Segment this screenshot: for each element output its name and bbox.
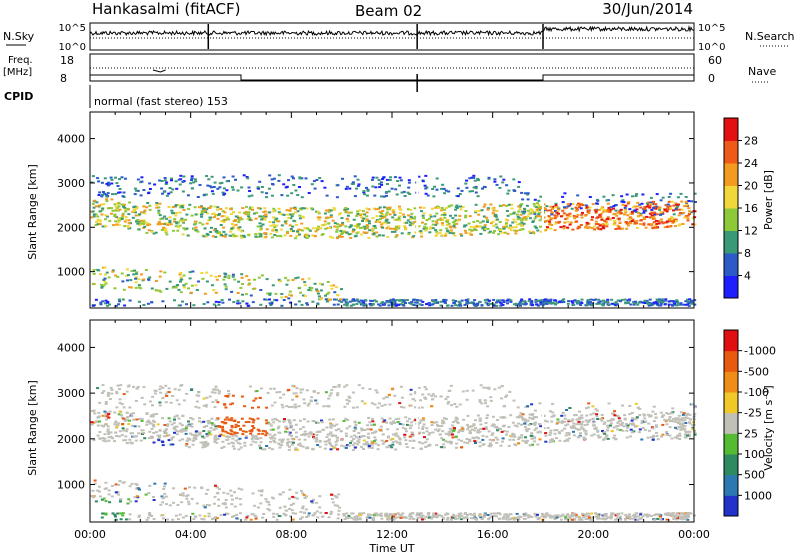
colorbar-segment: [724, 275, 738, 299]
colorbar-segment: [724, 163, 738, 186]
beam-title: Beam 02: [355, 2, 422, 20]
station-title: Hankasalmi (fitACF): [92, 0, 240, 18]
colorbar-frame: [723, 329, 739, 517]
velocity-colorbar-label: Velocity [m s⁻¹]: [762, 385, 775, 470]
nsky-tick-bottom: 10^0: [59, 42, 86, 53]
colorbar-segment: [724, 474, 738, 496]
nsky-tick-top: 10^5: [59, 23, 86, 34]
colorbar-tick-label: 4: [744, 270, 751, 283]
colorbar-tick-label: -1000: [744, 345, 776, 358]
colorbar-tick-label: -25: [744, 407, 762, 420]
velocity-panel: 1000 2000 3000 4000 00:00 04:00 08:00 12:00 16:0…: [57, 319, 710, 541]
colorbar-segment: [724, 412, 738, 434]
nave-label: Nave: [748, 65, 776, 78]
colorbar-tick-label: 1000: [744, 489, 772, 502]
cpid-label: CPID: [4, 90, 33, 103]
y-tick-label: 3000: [57, 387, 85, 400]
colorbar-tick-label: 16: [744, 202, 758, 215]
colorbar-segment: [724, 140, 738, 164]
nave-tick-bottom: 0: [708, 72, 715, 85]
colorbar-tick-label: 12: [744, 225, 758, 238]
nsearch-tick-bottom: 10^0: [698, 42, 725, 53]
x-tick-label: 12:00: [376, 528, 408, 541]
x-tick-label: 08:00: [275, 528, 307, 541]
scatter-cells: [90, 172, 697, 307]
colorbar-segment: [724, 350, 738, 372]
x-tick-label: 00:00: [678, 528, 710, 541]
colorbar-tick-label: 28: [744, 135, 758, 148]
colorbar-tick-label: 25: [744, 427, 758, 440]
colorbar-segment: [724, 253, 738, 276]
colorbar-segment: [724, 454, 738, 476]
date-title: 30/Jun/2014: [602, 0, 693, 18]
y-tick-label: 4000: [57, 133, 85, 146]
nsky-trace: [89, 24, 695, 49]
power-panel: 1000 2000 3000 4000: [57, 111, 697, 309]
colorbar-tick-label: -500: [744, 365, 769, 378]
freq-unit-label: [MHz]: [3, 67, 32, 78]
freq-tick-top: 18: [60, 54, 74, 67]
power-colorbar: 4 8 12 16 20 24 28: [723, 117, 758, 299]
x-tick-label: 16:00: [477, 528, 509, 541]
power-ylabel: Slant Range [km]: [26, 164, 39, 260]
colorbar-segment: [724, 185, 738, 209]
power-colorbar-label: Power [dB]: [762, 170, 775, 230]
y-tick-label: 1000: [57, 266, 85, 279]
colorbar-segment: [724, 371, 738, 393]
nave-dip: [152, 69, 166, 73]
colorbar-tick-label: -100: [744, 386, 769, 399]
nsearch-tick-top: 10^5: [698, 23, 725, 34]
colorbar-tick-label: 20: [744, 180, 758, 193]
colorbar-segment: [724, 208, 738, 231]
y-tick-label: 2000: [57, 433, 85, 446]
colorbar-tick-label: 100: [744, 448, 765, 461]
colorbar-segment: [724, 433, 738, 455]
freq-series-line: [90, 74, 694, 81]
x-tick-label: 00:00: [74, 528, 106, 541]
nsky-series-line: [89, 25, 695, 37]
colorbar-tick-label: 8: [744, 247, 751, 260]
nave-tick-top: 60: [708, 54, 722, 67]
y-tick-label: 4000: [57, 341, 85, 354]
colorbar-tick-label: 500: [744, 469, 765, 482]
velocity-colorbar: 1000 500 100 25 -25 -100 -500 -1000: [723, 329, 776, 517]
colorbar-segment: [724, 392, 738, 414]
nsky-strip-frame: [89, 22, 695, 51]
colorbar-segment: [724, 118, 738, 141]
nsearch-label: N.Search: [745, 30, 795, 43]
x-tick-label: 20:00: [577, 528, 609, 541]
velocity-ylabel: Slant Range [km]: [26, 380, 39, 476]
y-tick-label: 2000: [57, 221, 85, 234]
y-tick-label: 3000: [57, 177, 85, 190]
freq-tick-bottom: 8: [60, 72, 67, 85]
colorbar-segment: [724, 495, 738, 517]
y-tick-label: 1000: [57, 479, 85, 492]
x-tick-label: 04:00: [175, 528, 207, 541]
x-axis-label: Time UT: [368, 542, 414, 554]
colorbar-segment: [724, 230, 738, 254]
nsky-label: N.Sky: [3, 30, 35, 43]
freq-label: Freq.: [8, 55, 33, 66]
colorbar-tick-label: 24: [744, 157, 758, 170]
freq-trace: [90, 67, 694, 92]
colorbar-segment: [724, 330, 738, 352]
cpid-value: normal (fast stereo) 153: [94, 95, 228, 108]
scatter-cells: [90, 380, 697, 521]
